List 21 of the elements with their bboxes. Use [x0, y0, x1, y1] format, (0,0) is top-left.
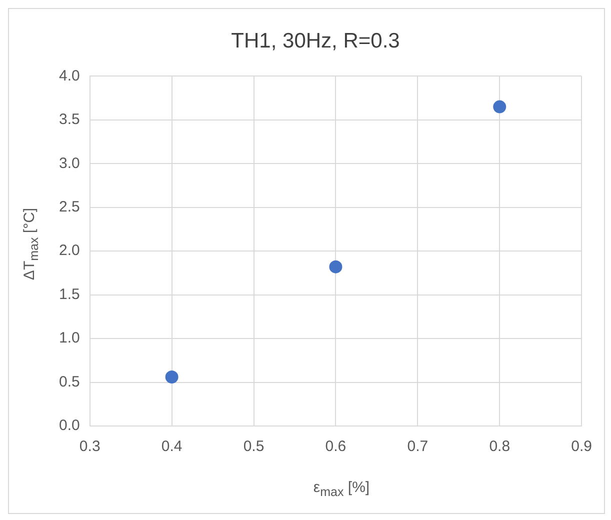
- y-tick-label: 2.0: [58, 242, 80, 260]
- chart-title: TH1, 30Hz, R=0.3: [231, 29, 400, 52]
- y-tick-label: 0.5: [58, 373, 80, 390]
- y-tick-label: 1.5: [58, 286, 80, 303]
- y-tick-label: 3.0: [58, 154, 80, 172]
- x-tick-label: 0.5: [243, 438, 264, 456]
- y-tick-label: 0.0: [58, 417, 80, 434]
- y-tick-label: 1.0: [58, 330, 80, 347]
- x-tick-label: 0.8: [489, 438, 510, 456]
- x-axis-title: ε$_{max}$ [%]: [312, 479, 371, 499]
- x-tick-label: 0.3: [79, 438, 100, 456]
- point: [165, 370, 178, 384]
- x-tick-label: 0.7: [407, 438, 428, 456]
- point: [493, 100, 506, 114]
- x-tick-label: 0.6: [325, 438, 346, 456]
- y-tick-label: 3.5: [58, 111, 80, 128]
- point: [329, 260, 342, 274]
- x-tick-label: 0.9: [571, 438, 592, 456]
- y-tick-label: 2.5: [58, 198, 80, 216]
- y-tick-label: 4.0: [58, 67, 80, 84]
- x-tick-label: 0.4: [161, 438, 182, 456]
